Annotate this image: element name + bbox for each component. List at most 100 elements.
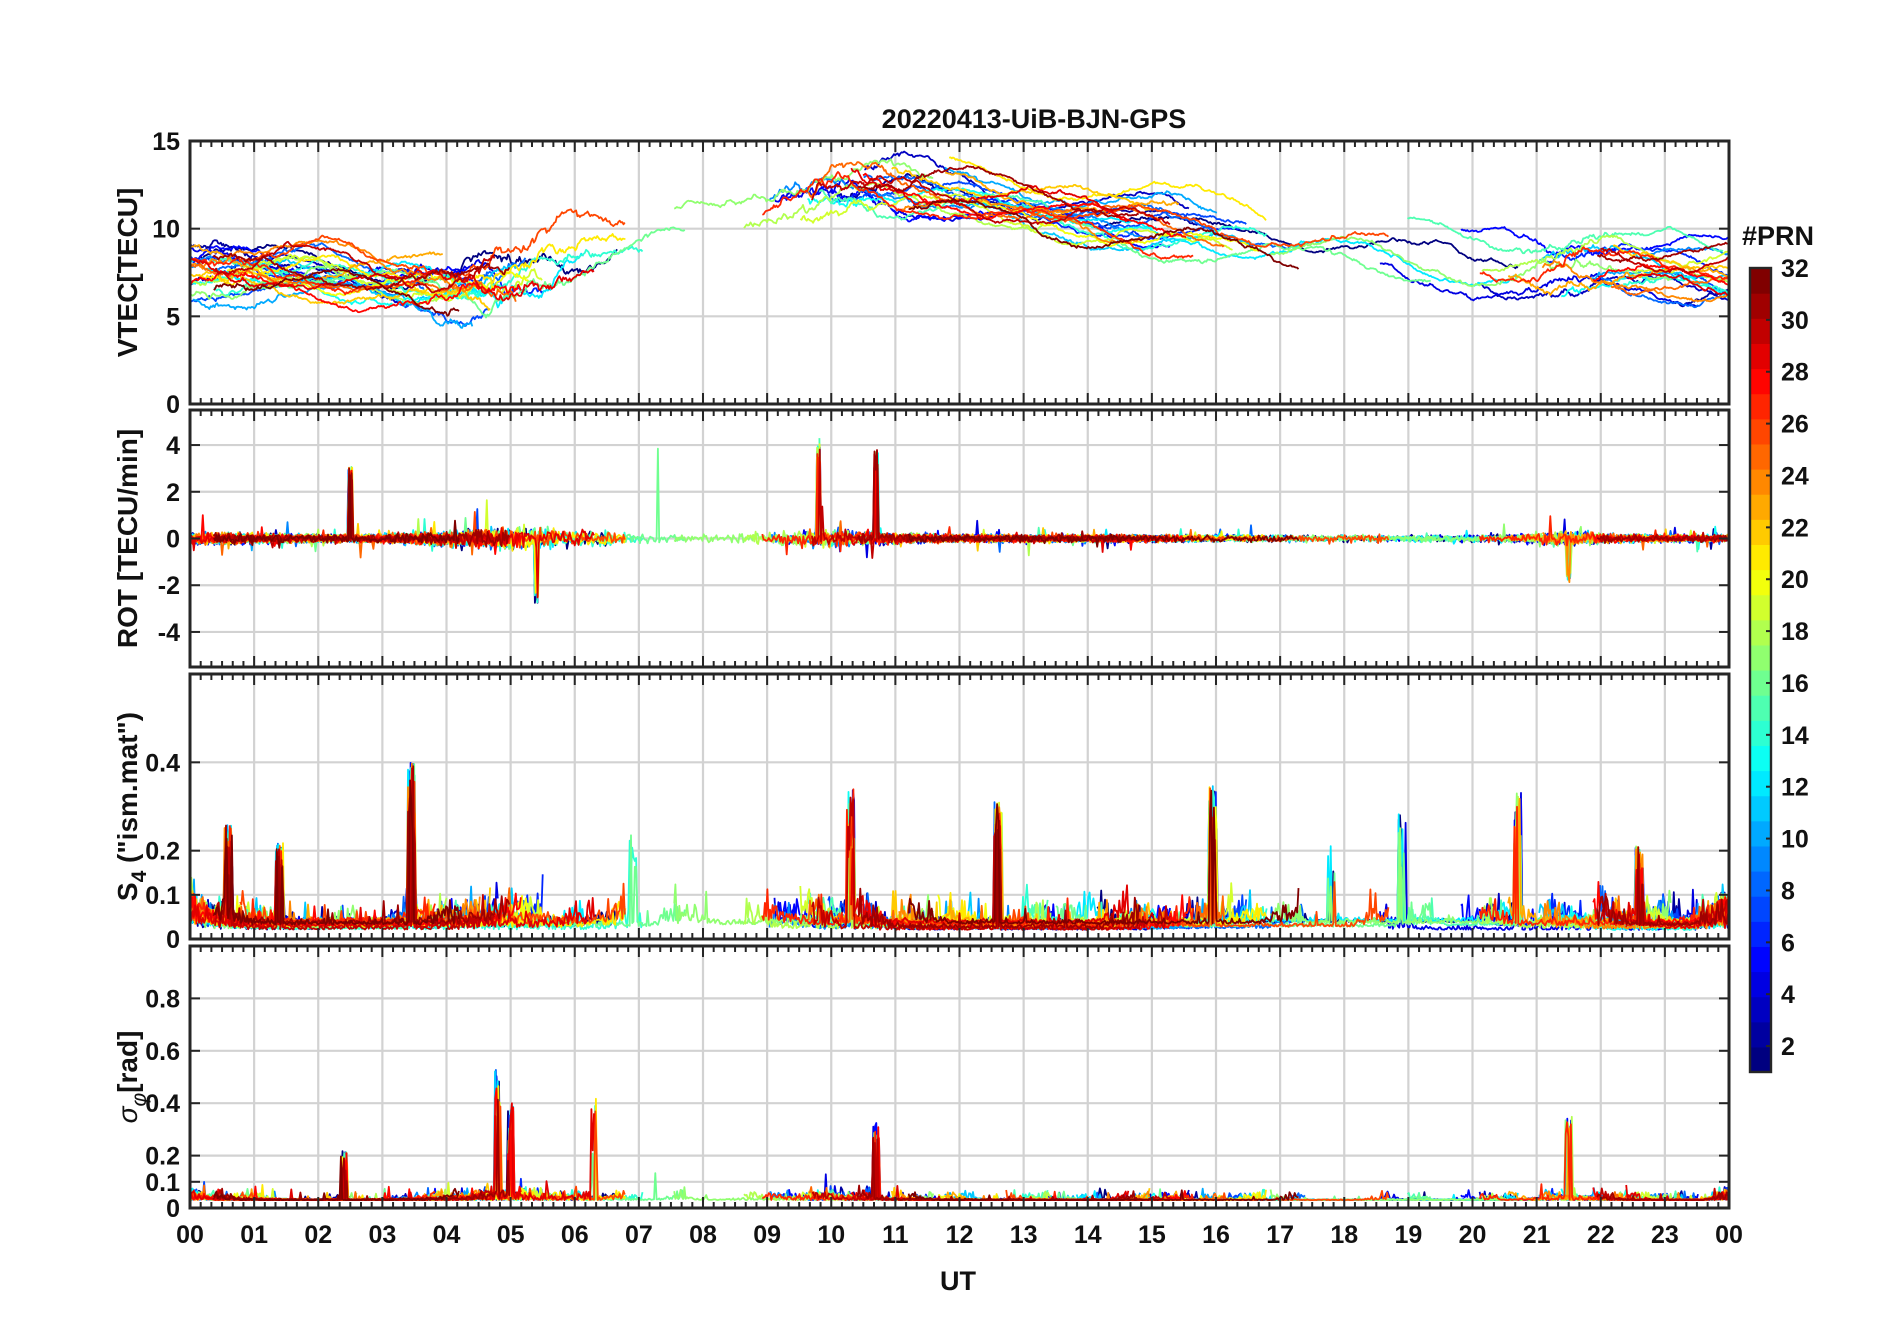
- series-line-prn-30: [214, 797, 496, 931]
- colorbar-segment: [1750, 418, 1771, 445]
- x-tick-label: 05: [497, 1221, 525, 1249]
- colorbar-tick-label: 16: [1781, 670, 1809, 698]
- y-tick-label: 5: [166, 303, 180, 331]
- y-tick-label: 0.1: [145, 1169, 180, 1197]
- x-tick-label: 18: [1330, 1221, 1358, 1249]
- colorbar-segment: [1750, 770, 1771, 797]
- panel-s4-series: [190, 762, 1729, 931]
- panel-s4-y-label: S4 ("ism.mat"): [112, 712, 151, 901]
- x-tick-label: 04: [433, 1221, 461, 1249]
- series-line-prn-29: [190, 258, 595, 302]
- series-line-prn-31: [857, 165, 1140, 218]
- colorbar-tick-label: 20: [1781, 566, 1809, 594]
- series-line-prn-32: [213, 268, 460, 317]
- series-line-prn-16: [244, 226, 686, 319]
- x-tick-label: 22: [1587, 1221, 1615, 1249]
- colorbar-segment: [1750, 293, 1771, 319]
- colorbar-frame: [1748, 266, 1773, 1074]
- series-line-prn-31: [1596, 1191, 1729, 1201]
- series-line-prn-15: [1407, 216, 1724, 255]
- colorbar-segment: [1750, 921, 1771, 947]
- series-line-prn-17: [1269, 792, 1672, 925]
- colorbar-label: #PRN: [1742, 221, 1814, 251]
- colorbar-segment: [1750, 544, 1771, 571]
- panel-sigma_phi: 00.10.2 0.4 0.6 0.8 σφ[rad]: [112, 944, 1731, 1223]
- panel-vtec: 0 5 10 15 VTEC[TECU]: [112, 128, 1731, 419]
- x-tick-labels: 00 01 02 03 04 05 06 07 08 09 10 11 12 13 14 15 16 17 18 19…: [176, 1221, 1743, 1249]
- series-line-prn-31: [1596, 241, 1729, 263]
- colorbar-segment: [1750, 670, 1771, 696]
- series-line-prn-22: [1612, 244, 1729, 270]
- y-tick-label: 15: [152, 128, 180, 156]
- series-line-prn-9: [768, 176, 1141, 239]
- colorbar-segment: [1750, 871, 1771, 897]
- colorbar-segment: [1750, 644, 1771, 671]
- x-tick-label: 13: [1010, 1221, 1038, 1249]
- series-line-prn-32: [907, 789, 1300, 925]
- y-tick-label: 0: [166, 391, 180, 419]
- colorbar-segment: [1750, 971, 1771, 998]
- y-tick-label: 0.1: [145, 882, 180, 910]
- colorbar-segment: [1750, 619, 1771, 646]
- colorbar-segment: [1750, 368, 1771, 395]
- panel-rot: -4 -2 0 2 4 ROT [TECU/min]: [112, 408, 1731, 669]
- colorbar-tick-label: 14: [1781, 722, 1809, 750]
- series-line-prn-18: [743, 182, 1051, 232]
- series-line-prn-29: [1626, 272, 1729, 296]
- colorbar-segment: [1750, 469, 1771, 495]
- colorbar-segment: [1750, 569, 1771, 596]
- x-tick-label: 12: [946, 1221, 974, 1249]
- series-line-prn-30: [1600, 247, 1729, 275]
- panel-vtec-y-ticks: 0 5 10 15: [152, 128, 1729, 419]
- colorbar-segment: [1750, 519, 1771, 545]
- panel-vtec-series: [190, 150, 1729, 329]
- x-tick-label: 03: [368, 1221, 396, 1249]
- colorbar-segment: [1750, 946, 1771, 973]
- colorbar-segment: [1750, 1021, 1771, 1048]
- colorbar-tick-label: 24: [1781, 462, 1809, 490]
- series-line-prn-31: [1596, 534, 1729, 544]
- x-tick-label: 01: [240, 1221, 268, 1249]
- series-line-prn-26: [1006, 203, 1390, 248]
- series-line-prn-24: [1541, 260, 1729, 303]
- series-line-prn-28: [862, 172, 1187, 239]
- panel-vtec-grid: [190, 141, 1729, 404]
- x-tick-label: 00: [176, 1221, 204, 1249]
- x-tick-label: 09: [753, 1221, 781, 1249]
- colorbar-segment: [1750, 845, 1771, 872]
- series-line-prn-32: [907, 1189, 1299, 1201]
- colorbar-tick-label: 8: [1781, 877, 1795, 905]
- colorbar-segment: [1750, 494, 1771, 520]
- x-tick-label: 11: [882, 1221, 909, 1249]
- x-tick-label: 14: [1074, 1221, 1102, 1249]
- panel-s4: 0 0.1 0.2 0.4S4 ("ism.mat"): [112, 672, 1731, 954]
- series-line-prn-14: [1021, 203, 1268, 251]
- series-line-prn-32: [213, 474, 460, 549]
- series-line-prn-29: [850, 167, 1129, 221]
- series-line-prn-28: [190, 270, 522, 314]
- panel-sigma_phi-y-ticks: 00.10.2 0.4 0.6 0.8: [145, 985, 1729, 1223]
- y-tick-label: 0.2: [145, 838, 180, 866]
- panel-s4-x-ticks: [189, 674, 1730, 939]
- panel-rot-x-ticks: [189, 410, 1730, 667]
- colorbar-segment: [1750, 343, 1771, 370]
- colorbar-tick-label: 6: [1781, 929, 1795, 957]
- colorbar-segment: [1750, 318, 1771, 344]
- y-tick-label: 0.4: [145, 1090, 180, 1118]
- panel-vtec-x-ticks: [189, 141, 1730, 404]
- colorbar-tick-label: 4: [1781, 981, 1795, 1009]
- y-tick-label: 0.4: [145, 749, 180, 777]
- colorbar-segment: [1750, 795, 1771, 822]
- x-tick-label: 15: [1138, 1221, 1166, 1249]
- series-line-prn-32: [907, 533, 1300, 548]
- x-tick-label: 20: [1459, 1221, 1487, 1249]
- colorbar-segment: [1750, 745, 1771, 772]
- x-tick-label: 08: [689, 1221, 717, 1249]
- series-line-prn-30: [811, 175, 1171, 226]
- panel-vtec-y-label: VTEC[TECU]: [112, 188, 143, 358]
- colorbar-tick-label: 2: [1781, 1033, 1795, 1061]
- x-tick-label: 16: [1202, 1221, 1230, 1249]
